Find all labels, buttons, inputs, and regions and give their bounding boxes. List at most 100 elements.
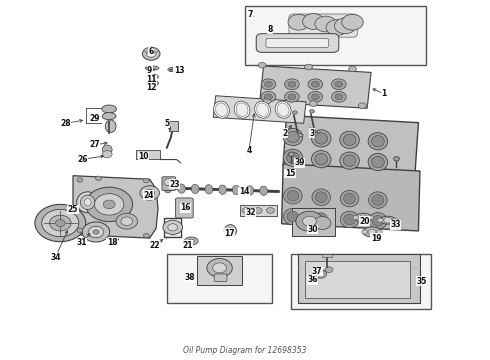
Circle shape xyxy=(164,179,173,186)
Bar xyxy=(197,256,242,285)
Ellipse shape xyxy=(372,216,384,226)
Ellipse shape xyxy=(177,184,185,193)
Circle shape xyxy=(303,14,324,30)
Circle shape xyxy=(143,47,160,60)
Circle shape xyxy=(376,230,382,234)
Ellipse shape xyxy=(148,75,159,79)
Ellipse shape xyxy=(257,103,269,117)
Circle shape xyxy=(145,48,150,52)
Text: 11: 11 xyxy=(146,75,156,84)
Ellipse shape xyxy=(343,214,355,225)
Ellipse shape xyxy=(102,105,117,113)
Circle shape xyxy=(312,94,319,100)
Ellipse shape xyxy=(368,133,388,150)
Ellipse shape xyxy=(275,101,291,118)
Ellipse shape xyxy=(80,195,95,210)
Circle shape xyxy=(331,79,346,90)
Text: 16: 16 xyxy=(180,203,191,212)
Ellipse shape xyxy=(102,145,112,154)
Ellipse shape xyxy=(234,101,250,118)
Circle shape xyxy=(265,81,272,87)
Circle shape xyxy=(35,204,86,242)
Circle shape xyxy=(335,81,343,87)
Text: 18: 18 xyxy=(107,238,118,247)
Bar xyxy=(298,253,420,303)
Circle shape xyxy=(368,216,373,220)
Circle shape xyxy=(226,228,234,234)
Bar xyxy=(322,254,332,257)
Ellipse shape xyxy=(216,103,227,117)
Circle shape xyxy=(308,91,323,102)
Ellipse shape xyxy=(315,153,328,165)
Ellipse shape xyxy=(146,66,159,70)
Text: 27: 27 xyxy=(89,140,100,149)
Circle shape xyxy=(384,217,392,223)
Text: 31: 31 xyxy=(76,238,87,247)
Ellipse shape xyxy=(363,227,381,237)
Circle shape xyxy=(168,224,177,231)
Ellipse shape xyxy=(224,225,237,237)
Ellipse shape xyxy=(316,213,327,224)
Ellipse shape xyxy=(287,131,299,143)
Circle shape xyxy=(314,217,331,229)
Ellipse shape xyxy=(312,210,331,226)
Text: 14: 14 xyxy=(239,187,249,196)
Text: 10: 10 xyxy=(138,152,148,161)
FancyBboxPatch shape xyxy=(214,274,227,282)
Bar xyxy=(292,208,335,236)
Circle shape xyxy=(288,81,296,87)
Text: 29: 29 xyxy=(89,114,100,123)
Text: 30: 30 xyxy=(307,225,318,234)
Polygon shape xyxy=(282,164,420,231)
Bar xyxy=(136,150,160,159)
Polygon shape xyxy=(283,116,418,173)
Circle shape xyxy=(342,14,363,30)
Circle shape xyxy=(121,217,133,226)
Ellipse shape xyxy=(84,199,91,206)
Ellipse shape xyxy=(340,131,359,148)
Circle shape xyxy=(95,194,124,215)
Text: 33: 33 xyxy=(390,220,401,229)
Text: 28: 28 xyxy=(60,119,71,128)
Text: 8: 8 xyxy=(268,25,273,34)
Circle shape xyxy=(296,211,323,231)
Circle shape xyxy=(152,48,158,52)
Text: 6: 6 xyxy=(148,47,154,56)
Circle shape xyxy=(93,230,99,234)
FancyBboxPatch shape xyxy=(266,39,329,48)
Text: 39: 39 xyxy=(294,158,305,167)
Circle shape xyxy=(140,186,159,200)
Polygon shape xyxy=(213,96,306,123)
Circle shape xyxy=(393,157,399,161)
Ellipse shape xyxy=(340,152,359,169)
Text: 7: 7 xyxy=(247,10,252,19)
Ellipse shape xyxy=(105,120,116,132)
Ellipse shape xyxy=(312,150,331,168)
Text: 12: 12 xyxy=(146,83,156,92)
Ellipse shape xyxy=(315,133,328,144)
Ellipse shape xyxy=(284,188,302,204)
Circle shape xyxy=(325,267,333,273)
Circle shape xyxy=(163,220,182,234)
Circle shape xyxy=(331,91,346,102)
Ellipse shape xyxy=(283,149,303,166)
Circle shape xyxy=(254,208,262,213)
Ellipse shape xyxy=(76,192,98,213)
FancyBboxPatch shape xyxy=(256,34,339,52)
Bar xyxy=(305,261,410,298)
Ellipse shape xyxy=(191,184,199,194)
Circle shape xyxy=(242,208,250,213)
Polygon shape xyxy=(73,176,158,238)
Circle shape xyxy=(207,258,232,277)
Ellipse shape xyxy=(310,132,320,136)
Circle shape xyxy=(77,178,83,182)
Ellipse shape xyxy=(343,134,356,145)
Ellipse shape xyxy=(343,193,355,204)
Ellipse shape xyxy=(343,155,356,166)
Bar xyxy=(292,253,431,309)
Circle shape xyxy=(55,220,65,226)
Circle shape xyxy=(293,111,297,114)
Ellipse shape xyxy=(255,101,270,118)
Ellipse shape xyxy=(312,130,331,147)
Circle shape xyxy=(144,179,149,183)
